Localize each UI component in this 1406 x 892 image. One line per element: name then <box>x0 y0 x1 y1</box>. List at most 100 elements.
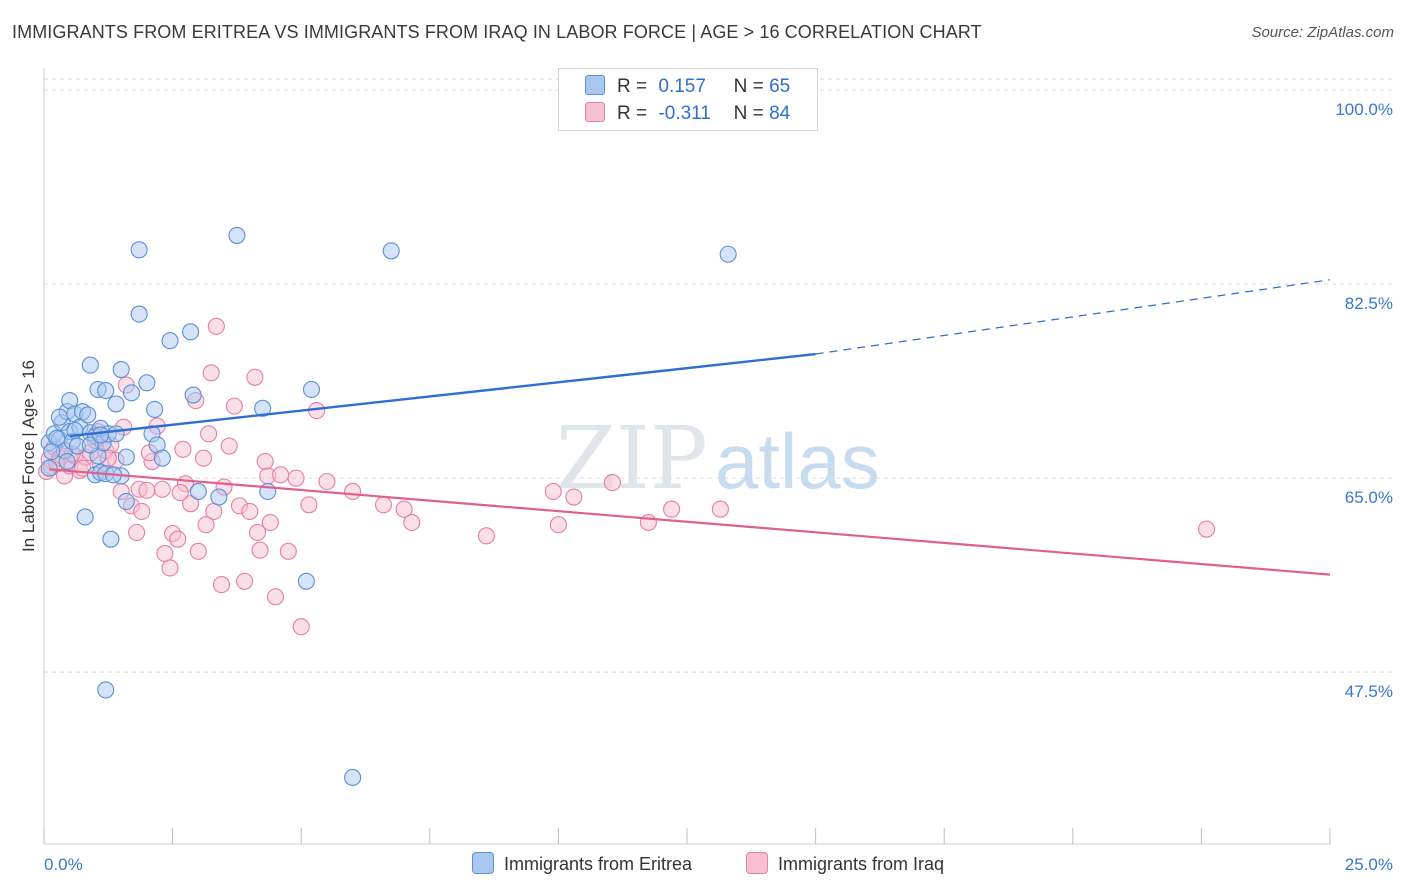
eritrea-point <box>50 408 68 426</box>
correlation-legend: R = 0.157 N = 65 R = -0.311 N = 84 <box>558 68 818 131</box>
iraq-point <box>292 618 310 636</box>
eritrea-trend-line <box>69 352 816 438</box>
legend-n-label: N = <box>733 76 764 97</box>
bottom-legend-swatch-eritrea <box>472 852 494 874</box>
legend-r-label: R = <box>617 103 648 124</box>
eritrea-point <box>130 241 148 259</box>
eritrea-point <box>102 530 120 548</box>
y-tick-label: 47.5% <box>1345 682 1393 701</box>
source-label: Source: ZipAtlas.com <box>1251 24 1394 41</box>
iraq-point <box>256 452 274 471</box>
iraq-point <box>161 559 179 577</box>
y-tick-label: 65.0% <box>1345 488 1393 507</box>
y-axis-label: In Labor Force | Age > 16 <box>19 360 38 552</box>
iraq-point <box>153 480 171 498</box>
iraq-point <box>403 513 421 532</box>
eritrea-point <box>302 380 321 399</box>
iraq-point <box>169 530 187 548</box>
iraq-point <box>133 502 151 520</box>
iraq-point <box>639 513 657 532</box>
legend-n-value: 65 <box>769 76 791 97</box>
bottom-legend-label-eritrea: Immigrants from Eritrea <box>504 854 693 874</box>
eritrea-point <box>107 395 125 413</box>
eritrea-point <box>297 572 315 590</box>
eritrea-point <box>107 425 125 443</box>
legend-r-value: 0.157 <box>658 76 706 97</box>
x-minor-ticks <box>43 828 1331 844</box>
eritrea-point <box>184 386 202 404</box>
eritrea-point <box>58 452 76 471</box>
iraq-point <box>200 425 218 443</box>
iraq-point <box>197 516 215 534</box>
bottom-legend-eritrea: Immigrants from Eritrea <box>472 852 692 875</box>
eritrea-point <box>81 436 99 454</box>
eritrea-point <box>43 443 61 461</box>
iraq-point <box>603 474 621 492</box>
legend-swatch-iraq <box>585 102 605 122</box>
y-tick-labels: 100.0% 82.5% 65.0% 47.5% <box>1335 100 1393 701</box>
eritrea-point <box>254 399 272 417</box>
iraq-point <box>318 472 336 491</box>
eritrea-point <box>189 482 207 501</box>
eritrea-point <box>344 768 362 787</box>
iraq-point <box>248 523 267 542</box>
trend-lines <box>49 279 1331 576</box>
iraq-point <box>246 368 264 386</box>
eritrea-point <box>719 245 737 263</box>
eritrea-point <box>97 382 115 400</box>
iraq-point <box>156 545 174 563</box>
y-tick-label: 82.5% <box>1345 294 1393 313</box>
eritrea-point <box>112 360 130 379</box>
eritrea-point <box>79 406 97 424</box>
legend-row-eritrea: R = 0.157 N = 65 <box>585 75 790 99</box>
eritrea-point <box>130 305 148 323</box>
eritrea-point <box>97 681 115 699</box>
iraq-point <box>549 516 567 534</box>
iraq-point <box>279 542 297 560</box>
iraq-point <box>395 500 413 518</box>
eritrea-point <box>161 332 179 350</box>
y-tick-label: 100.0% <box>1335 100 1393 119</box>
eritrea-point <box>210 488 228 506</box>
iraq-point <box>212 576 231 594</box>
eritrea-point <box>153 449 171 467</box>
iraq-point <box>663 500 681 518</box>
eritrea-point <box>228 226 246 244</box>
eritrea-trend-extension <box>815 279 1331 355</box>
legend-r-value: -0.311 <box>658 103 711 124</box>
iraq-point <box>374 496 393 514</box>
iraq-point <box>266 588 285 606</box>
eritrea-point <box>122 384 140 402</box>
iraq-point <box>272 466 290 484</box>
iraq-point <box>477 527 495 545</box>
iraq-point <box>565 488 583 506</box>
bottom-legend-iraq: Immigrants from Iraq <box>746 852 944 875</box>
eritrea-point <box>81 356 99 374</box>
eritrea-point <box>146 400 164 418</box>
iraq-point <box>182 495 200 513</box>
legend-row-iraq: R = -0.311 N = 84 <box>585 102 790 126</box>
iraq-point <box>138 481 156 499</box>
iraq-point <box>171 484 189 502</box>
legend-n-label: N = <box>733 103 764 124</box>
eritrea-point <box>138 374 156 392</box>
chart-title: IMMIGRANTS FROM ERITREA VS IMMIGRANTS FR… <box>12 22 982 42</box>
bottom-legend-label-iraq: Immigrants from Iraq <box>778 854 945 874</box>
eritrea-point <box>382 242 400 260</box>
iraq-point <box>287 469 305 487</box>
iraq-point <box>251 541 269 559</box>
iraq-point <box>300 496 318 514</box>
watermark: ZIP atlas <box>556 409 880 509</box>
x-tick-labels: 0.0% 25.0% <box>44 855 1393 874</box>
iraq-point <box>236 572 254 590</box>
eritrea-point <box>117 492 135 511</box>
legend-n-value: 84 <box>769 103 791 124</box>
iraq-point <box>220 437 238 455</box>
series-eritrea-points <box>40 226 737 787</box>
bottom-legend-swatch-iraq <box>746 852 768 874</box>
iraq-point <box>711 500 729 518</box>
x-tick-label: 25.0% <box>1345 855 1393 874</box>
iraq-point <box>225 397 243 415</box>
eritrea-point <box>40 459 58 477</box>
